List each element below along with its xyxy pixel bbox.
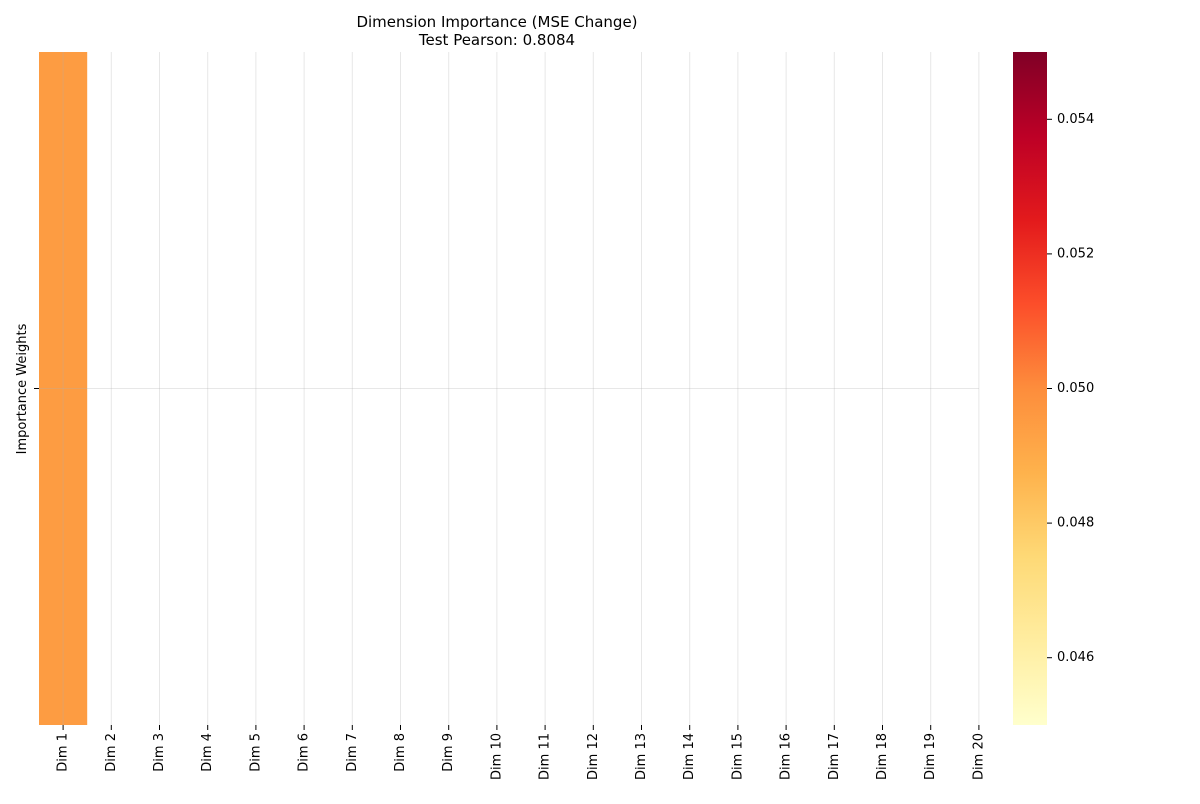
x-tick-label: Dim 4 xyxy=(200,733,215,772)
heatmap-cell xyxy=(39,52,88,725)
colorbar-tick-label: 0.054 xyxy=(1057,112,1094,127)
colorbar-tick-label: 0.052 xyxy=(1057,246,1094,261)
colorbar-tick-label: 0.046 xyxy=(1057,650,1094,665)
x-tick-label: Dim 11 xyxy=(538,733,553,780)
x-tick-label: Dim 16 xyxy=(779,733,794,780)
plot-area: Dim 1 Dim 2 Dim 3 Dim 4 Dim 5 Dim 6 Dim 7 Dim 8… xyxy=(34,52,986,780)
x-tick-label: Dim 14 xyxy=(682,733,697,780)
x-tick-label: Dim 13 xyxy=(634,733,649,780)
x-tick-label: Dim 17 xyxy=(827,733,842,780)
x-tick-label: Dim 6 xyxy=(297,733,312,772)
colorbar: 0.046 0.048 0.050 0.052 0.054 xyxy=(1013,52,1094,725)
x-tick-label: Dim 1 xyxy=(56,733,71,772)
x-tick-label: Dim 2 xyxy=(104,733,119,772)
x-tick-label: Dim 12 xyxy=(586,733,601,780)
colorbar-tick-label: 0.050 xyxy=(1057,381,1094,396)
x-tick-label: Dim 7 xyxy=(345,733,360,772)
x-tick-label: Dim 5 xyxy=(248,733,263,772)
x-tick-label: Dim 15 xyxy=(730,733,745,780)
x-tick-label: Dim 19 xyxy=(923,733,938,780)
colorbar-gradient xyxy=(1013,52,1047,725)
x-tick-label: Dim 9 xyxy=(441,733,456,772)
colorbar-tick-label: 0.048 xyxy=(1057,516,1094,531)
chart-title: Dimension Importance (MSE Change) xyxy=(356,13,637,31)
x-tick-label: Dim 20 xyxy=(971,733,986,780)
x-tick-label: Dim 18 xyxy=(875,733,890,780)
chart-subtitle: Test Pearson: 0.8084 xyxy=(418,31,575,49)
x-tick-label: Dim 10 xyxy=(489,733,504,780)
x-tick-label: Dim 8 xyxy=(393,733,408,772)
y-axis-label: Importance Weights xyxy=(15,323,30,454)
x-tick-label: Dim 3 xyxy=(152,733,167,772)
